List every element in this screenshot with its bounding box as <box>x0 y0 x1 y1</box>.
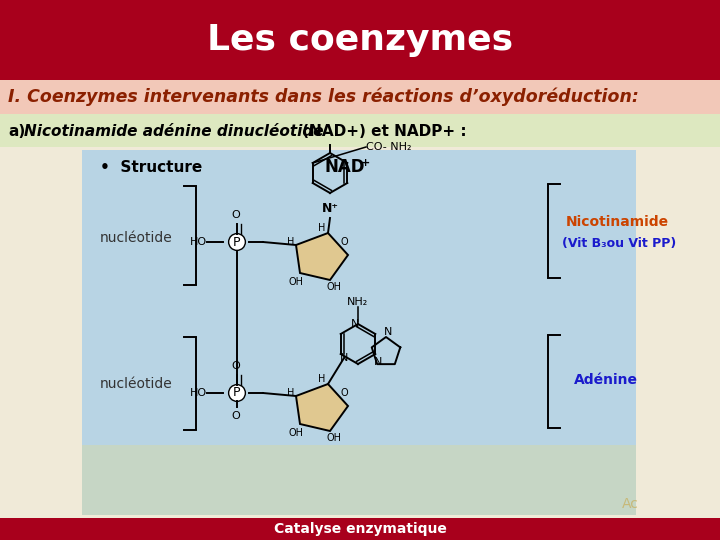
Text: Adénine: Adénine <box>574 373 638 387</box>
Text: OH: OH <box>289 428 304 438</box>
Text: P: P <box>233 387 240 400</box>
Text: O: O <box>232 361 240 371</box>
Text: •  Structure: • Structure <box>100 160 202 176</box>
Text: +: + <box>361 158 370 168</box>
Text: NAD: NAD <box>325 158 366 176</box>
Text: nucléotide: nucléotide <box>100 377 173 391</box>
Polygon shape <box>296 233 348 280</box>
Text: Nicotinamide: Nicotinamide <box>566 215 669 229</box>
Polygon shape <box>296 384 348 431</box>
Text: OH: OH <box>326 282 341 292</box>
Text: H: H <box>287 237 294 247</box>
Text: a): a) <box>8 124 25 138</box>
Text: HO: HO <box>190 237 207 247</box>
Text: (NAD+) et NADP+ :: (NAD+) et NADP+ : <box>297 124 467 138</box>
FancyBboxPatch shape <box>0 80 720 115</box>
FancyBboxPatch shape <box>0 0 720 80</box>
Text: OH: OH <box>289 277 304 287</box>
Text: P: P <box>233 235 240 248</box>
FancyBboxPatch shape <box>82 150 636 515</box>
FancyBboxPatch shape <box>0 518 720 540</box>
FancyBboxPatch shape <box>82 445 636 515</box>
Text: H: H <box>318 223 325 233</box>
Text: Ac: Ac <box>622 497 639 511</box>
Text: NH₂: NH₂ <box>347 297 369 307</box>
Text: O: O <box>232 411 240 421</box>
Text: N: N <box>374 357 382 367</box>
Text: N: N <box>340 353 348 363</box>
Text: H: H <box>318 374 325 384</box>
Text: OH: OH <box>326 433 341 443</box>
Text: (Vit B₃ou Vit PP): (Vit B₃ou Vit PP) <box>562 237 676 249</box>
Text: O: O <box>340 388 348 398</box>
Text: Nicotinamide adénine dinucléotide: Nicotinamide adénine dinucléotide <box>24 124 323 138</box>
Text: nucléotide: nucléotide <box>100 231 173 245</box>
Text: N: N <box>384 327 392 337</box>
Text: O: O <box>232 210 240 220</box>
Text: H: H <box>287 388 294 398</box>
Text: Catalyse enzymatique: Catalyse enzymatique <box>274 522 446 536</box>
Text: N: N <box>351 319 359 329</box>
Text: N⁺: N⁺ <box>322 201 338 214</box>
Text: Les coenzymes: Les coenzymes <box>207 23 513 57</box>
Text: HO: HO <box>190 388 207 398</box>
Text: I. Coenzymes intervenants dans les réactions d’oxydoréduction:: I. Coenzymes intervenants dans les réact… <box>8 87 639 106</box>
FancyBboxPatch shape <box>0 114 720 147</box>
Text: CO- NH₂: CO- NH₂ <box>366 142 412 152</box>
Text: O: O <box>340 237 348 247</box>
